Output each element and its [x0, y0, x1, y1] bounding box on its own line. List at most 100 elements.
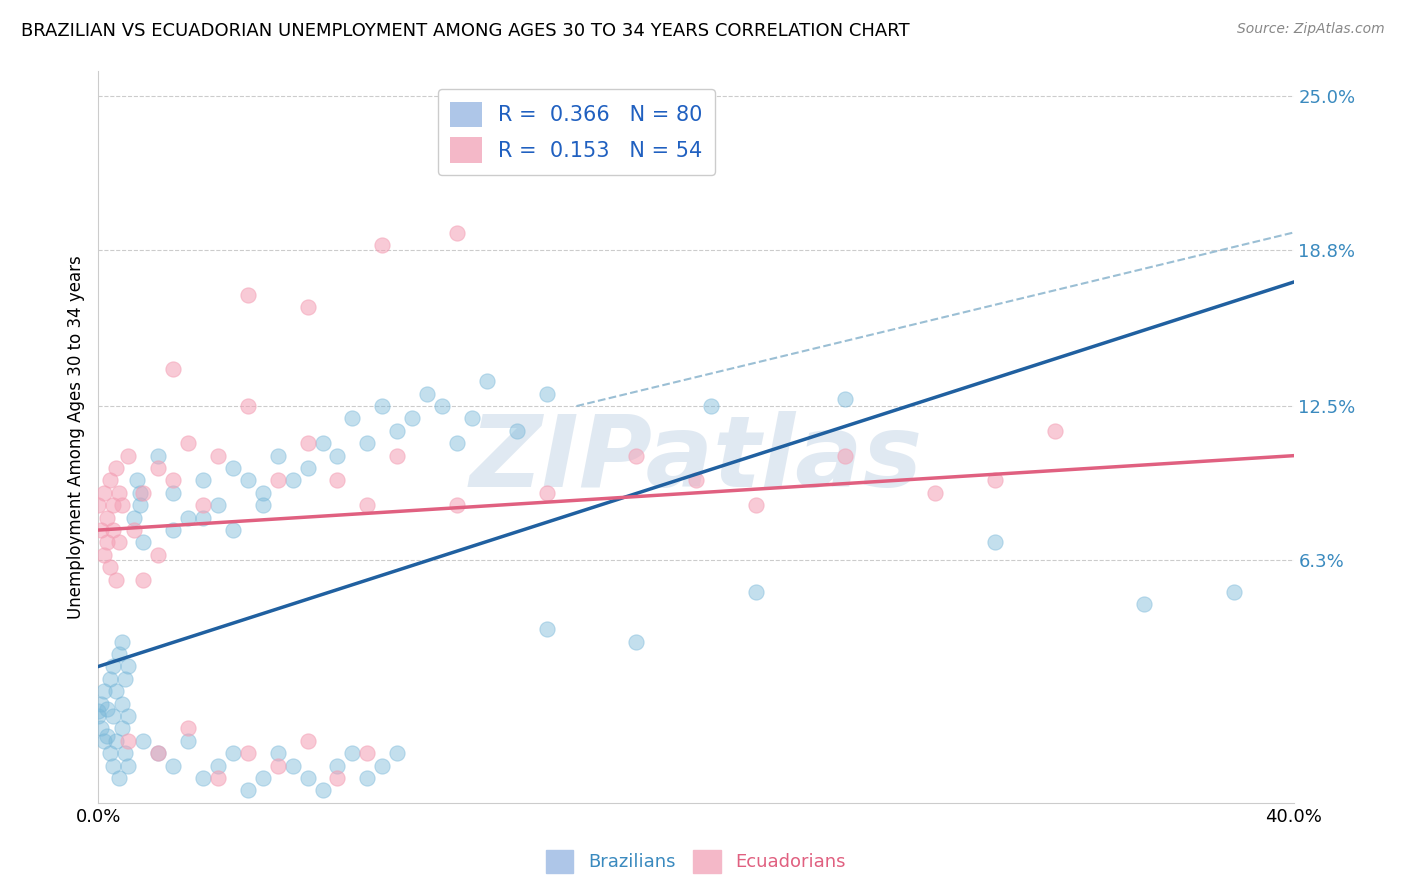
Point	[114, 746, 136, 760]
Point	[1223, 585, 1246, 599]
Point	[626, 634, 648, 648]
Point	[148, 548, 170, 562]
Point	[342, 411, 364, 425]
Point	[191, 771, 214, 785]
Point	[87, 498, 110, 512]
Point	[162, 362, 184, 376]
Point	[177, 734, 200, 748]
Point	[207, 771, 229, 785]
Text: Source: ZipAtlas.com: Source: ZipAtlas.com	[1237, 22, 1385, 37]
Point	[90, 722, 112, 736]
Point	[834, 449, 856, 463]
Point	[267, 449, 290, 463]
Point	[105, 461, 128, 475]
Point	[281, 474, 304, 488]
Point	[105, 734, 128, 748]
Point	[267, 758, 290, 772]
Point	[626, 449, 648, 463]
Point	[105, 573, 128, 587]
Point	[297, 461, 319, 475]
Point	[93, 734, 115, 748]
Point	[108, 486, 131, 500]
Point	[356, 498, 378, 512]
Point	[984, 535, 1007, 549]
Point	[93, 684, 115, 698]
Point	[1043, 424, 1066, 438]
Point	[93, 486, 115, 500]
Point	[111, 697, 134, 711]
Point	[148, 746, 170, 760]
Point	[311, 436, 333, 450]
Point	[297, 436, 319, 450]
Point	[191, 510, 214, 524]
Point	[148, 449, 170, 463]
Point	[111, 498, 134, 512]
Point	[132, 573, 155, 587]
Point	[371, 238, 394, 252]
Point	[90, 697, 112, 711]
Point	[177, 436, 200, 450]
Point	[222, 461, 245, 475]
Point	[252, 486, 274, 500]
Point	[96, 701, 118, 715]
Point	[222, 746, 245, 760]
Point	[311, 783, 333, 797]
Point	[148, 461, 170, 475]
Point	[177, 510, 200, 524]
Point	[924, 486, 946, 500]
Point	[536, 622, 558, 636]
Point	[103, 709, 125, 723]
Point	[114, 672, 136, 686]
Point	[236, 783, 259, 797]
Point	[834, 392, 856, 406]
Point	[700, 399, 723, 413]
Point	[342, 746, 364, 760]
Point	[108, 535, 131, 549]
Point	[117, 758, 139, 772]
Point	[177, 722, 200, 736]
Point	[87, 709, 110, 723]
Point	[446, 498, 468, 512]
Point	[124, 523, 146, 537]
Point	[129, 486, 152, 500]
Point	[132, 535, 155, 549]
Point	[129, 498, 152, 512]
Point	[506, 424, 529, 438]
Point	[103, 659, 125, 673]
Point	[191, 474, 214, 488]
Point	[111, 634, 134, 648]
Point	[356, 771, 378, 785]
Point	[191, 498, 214, 512]
Point	[96, 510, 118, 524]
Point	[98, 672, 122, 686]
Point	[326, 474, 349, 488]
Point	[103, 498, 125, 512]
Point	[236, 746, 259, 760]
Point	[385, 746, 409, 760]
Point	[117, 659, 139, 673]
Point	[222, 523, 245, 537]
Point	[111, 722, 134, 736]
Point	[96, 729, 118, 743]
Point	[87, 704, 110, 718]
Point	[267, 474, 290, 488]
Point	[207, 498, 229, 512]
Point	[103, 758, 125, 772]
Point	[108, 771, 131, 785]
Point	[236, 474, 259, 488]
Point	[98, 560, 122, 574]
Point	[252, 498, 274, 512]
Point	[93, 548, 115, 562]
Point	[108, 647, 131, 661]
Point	[132, 486, 155, 500]
Point	[326, 771, 349, 785]
Point	[401, 411, 423, 425]
Point	[446, 226, 468, 240]
Point	[98, 746, 122, 760]
Point	[326, 758, 349, 772]
Point	[127, 474, 149, 488]
Point	[96, 535, 118, 549]
Point	[105, 684, 128, 698]
Point	[132, 734, 155, 748]
Point	[162, 523, 184, 537]
